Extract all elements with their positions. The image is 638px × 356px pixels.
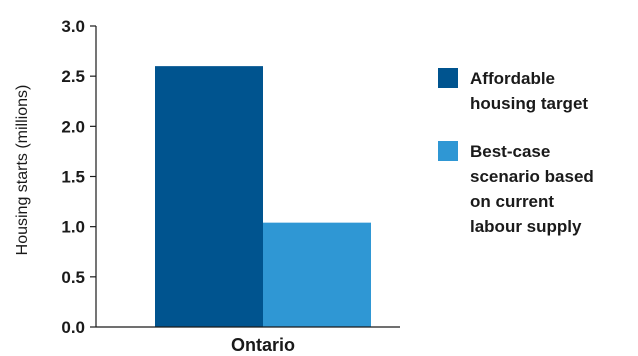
legend-label-2: labour supply — [470, 217, 582, 236]
y-axis: 0.0 0.5 1.0 1.5 2.0 2.5 3.0 — [61, 17, 97, 337]
legend-label-1: Affordable — [470, 69, 555, 88]
y-tick-label: 1.0 — [61, 218, 85, 237]
x-category-label: Ontario — [231, 335, 295, 355]
legend-label-2: scenario based — [470, 167, 594, 186]
legend-label-2: Best-case — [470, 142, 550, 161]
bars — [155, 66, 371, 327]
legend-swatch-2 — [438, 141, 458, 161]
bar-2 — [263, 222, 371, 327]
y-tick-label: 2.5 — [61, 67, 85, 86]
x-axis: Ontario — [96, 326, 400, 355]
legend-swatch-1 — [438, 68, 458, 88]
y-tick-label: 0.0 — [61, 318, 85, 337]
y-axis-label: Housing starts (millions) — [14, 85, 31, 256]
y-tick-label: 3.0 — [61, 17, 85, 36]
y-tick-label: 0.5 — [61, 268, 85, 287]
legend: Affordable housing target Best-case scenari… — [438, 68, 594, 236]
legend-label-1: housing target — [470, 94, 588, 113]
y-tick-label: 1.5 — [61, 168, 85, 187]
bar-1 — [155, 66, 263, 327]
legend-label-2: on current — [470, 192, 554, 211]
y-tick-label: 2.0 — [61, 117, 85, 136]
